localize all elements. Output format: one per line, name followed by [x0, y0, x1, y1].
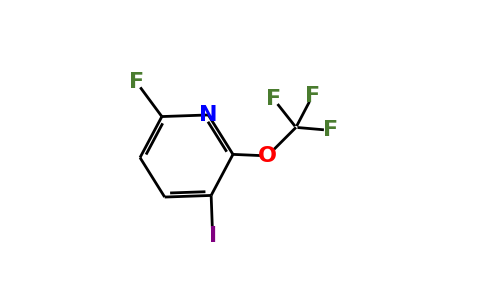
Text: I: I	[209, 226, 217, 246]
Text: N: N	[199, 105, 218, 125]
Text: F: F	[266, 89, 281, 109]
Text: F: F	[323, 120, 338, 140]
Text: F: F	[129, 72, 144, 92]
Text: O: O	[258, 146, 277, 166]
Text: F: F	[305, 86, 320, 106]
